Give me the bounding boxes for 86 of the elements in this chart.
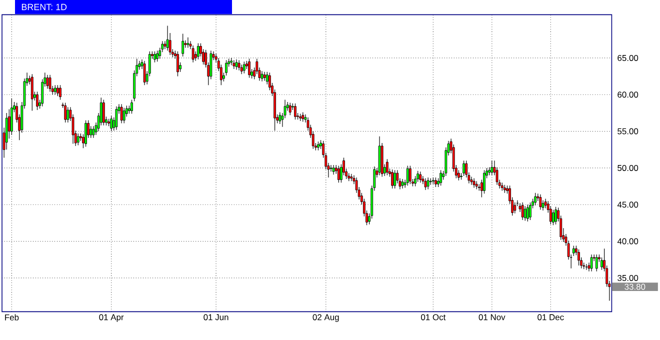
candlestick (521, 202, 524, 220)
y-tick-label: 40.00 (617, 238, 638, 244)
candlestick (524, 206, 526, 222)
candlestick (30, 74, 34, 112)
x-tick-label: 01 Apr (99, 314, 124, 322)
candlestick (302, 112, 304, 122)
candlestick (416, 170, 420, 182)
candlestick (590, 254, 593, 272)
x-tick-label: 01 Dec (538, 314, 564, 320)
x-tick-label: 01 Nov (478, 314, 506, 320)
candlestick (554, 206, 557, 225)
candlestick (424, 178, 427, 190)
candlestick (54, 84, 56, 95)
candlestick (115, 106, 118, 130)
candlestick (260, 70, 264, 82)
candlestick (90, 126, 92, 138)
candlestick (419, 171, 422, 183)
candlestick (391, 169, 394, 189)
candlestick (514, 202, 516, 214)
candlestick (182, 33, 184, 57)
candlestick (235, 59, 238, 70)
candlestick (156, 50, 158, 62)
y-tick-label: 55.00 (618, 128, 638, 134)
candlestick (600, 257, 603, 270)
candlestick (578, 249, 580, 266)
candlestick (166, 25, 169, 51)
candlestick (240, 64, 243, 74)
x-tick-label: Feb (5, 314, 19, 320)
x-tick-label: 01 Jun (204, 314, 228, 320)
candlestick (394, 170, 396, 189)
candlestick (48, 74, 52, 92)
candlestick (196, 42, 200, 60)
candlestick (350, 174, 353, 182)
candlestick (46, 74, 49, 90)
candlestick (66, 106, 70, 123)
candlestick (130, 99, 133, 114)
candlestick (120, 104, 123, 124)
candlestick (440, 170, 442, 186)
candlestick (595, 254, 598, 272)
candlestick (56, 84, 59, 96)
candlestick (10, 98, 13, 136)
candlestick (294, 103, 296, 120)
text: 33.80 (624, 284, 646, 290)
candlestick (490, 160, 494, 176)
candlestick (102, 99, 105, 126)
candlestick (483, 170, 486, 194)
candlestick (434, 177, 437, 188)
candlestick (278, 112, 282, 124)
y-tick-label: 60.00 (618, 92, 638, 98)
candlestick (143, 60, 146, 86)
candlestick (462, 160, 466, 176)
y-tick-label: 35.00 (618, 274, 638, 281)
candlestick (534, 192, 537, 206)
candlestick (92, 126, 95, 138)
candlestick (110, 116, 113, 132)
candlestick (59, 84, 62, 100)
y-tick-label: 45.00 (617, 202, 638, 208)
candlestick (76, 133, 80, 146)
candlestick (544, 198, 547, 209)
candlestick (288, 102, 292, 116)
candlestick (572, 245, 575, 256)
candlestick (539, 194, 542, 210)
candlestick (122, 108, 126, 124)
y-tick-label: 50.00 (618, 164, 638, 171)
x-tick-label: 02 Aug (312, 314, 339, 322)
y-tick-label: 65.00 (618, 54, 638, 61)
candlestick (552, 209, 554, 226)
candlestick (472, 178, 476, 188)
candlestick (337, 165, 340, 183)
candlestick (526, 204, 529, 222)
candlestick (426, 177, 430, 190)
candlestick (386, 158, 388, 176)
candlestick (332, 164, 335, 175)
candlestick (242, 61, 246, 74)
candlestick (401, 178, 404, 189)
candlestick (529, 202, 532, 220)
candlestick (84, 120, 87, 147)
candlestick (64, 102, 67, 123)
chart-title: BRENT: 1D (22, 4, 67, 10)
x-tick-label: 01 Oct (421, 314, 446, 320)
candlestick (408, 165, 412, 184)
candlestick (36, 91, 38, 110)
candlestick (186, 37, 190, 48)
candlestick (470, 176, 473, 186)
candlestick (406, 165, 409, 186)
candlestick (248, 58, 250, 78)
